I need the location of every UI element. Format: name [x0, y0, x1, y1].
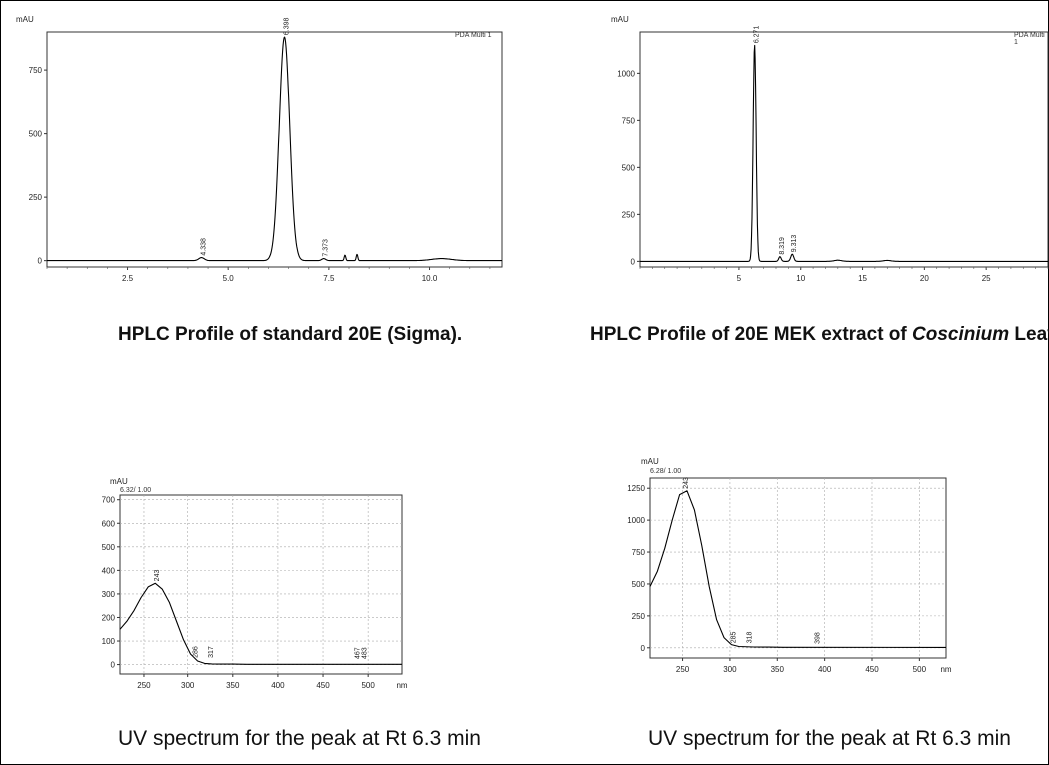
y-tick-label: 0: [641, 644, 646, 653]
hplc-extract-plot: 0 250 500 750 1000 5 10 15 20 25 6.271 8.319 9.313: [617, 26, 1049, 283]
series-line: [649, 490, 947, 648]
x-tick-label: 350: [771, 665, 785, 674]
peak-label: 4.338: [201, 238, 208, 256]
y-tick-label: 400: [102, 566, 116, 575]
x-tick-label: 350: [226, 681, 240, 690]
x-tick-label: 15: [858, 274, 867, 283]
peak-label: 6.398: [283, 17, 290, 35]
uv-extract-plot: 0 250 500 750 1000 1250 250 300 350 400 450 500 nm 24…: [627, 477, 952, 674]
series-line: [119, 582, 402, 665]
y-tick-label: 1250: [627, 484, 645, 493]
peak-label: 483: [362, 647, 369, 659]
x-tick-label: 10: [796, 274, 805, 283]
peak-label: 6.271: [754, 26, 761, 44]
y-tick-label: 500: [102, 543, 116, 552]
peak-label: 243: [154, 570, 161, 582]
peak-label: 285: [730, 631, 737, 643]
x-tick-label: 400: [818, 665, 832, 674]
y-axis-label: mAU: [641, 457, 659, 466]
x-tick-label: 300: [181, 681, 195, 690]
series-line: [639, 44, 1049, 262]
caption-species: Coscinium: [912, 324, 1010, 345]
peak-label: 467: [354, 647, 361, 659]
y-tick-label: 0: [631, 257, 636, 266]
y-tick-label: 0: [38, 257, 43, 266]
y-tick-label: 500: [29, 130, 43, 139]
hplc-standard-chart: mAU PDA Multi 1 0 250 500 750 2.5 5.0 7.5 10.0 6…: [15, 12, 510, 297]
plot-frame: [639, 31, 1049, 268]
x-tick-label: 450: [316, 681, 330, 690]
x-tick-label: 10.0: [422, 274, 438, 283]
x-tick-label: 500: [361, 681, 375, 690]
caption-text: HPLC Profile of 20E MEK extract of: [590, 324, 913, 345]
x-tick-label: 300: [723, 665, 737, 674]
y-tick-label: 700: [102, 496, 116, 505]
caption-text-end: Leaves.: [1014, 324, 1049, 345]
x-tick-label: 2.5: [122, 274, 134, 283]
y-axis-label: mAU: [611, 15, 629, 24]
x-tick-label: 250: [676, 665, 690, 674]
y-tick-label: 250: [29, 193, 43, 202]
x-tick-label: 450: [865, 665, 879, 674]
series-line: [46, 36, 503, 262]
peak-label: 243: [683, 477, 690, 489]
x-axis-unit: nm: [940, 665, 951, 674]
y-tick-label: 1000: [627, 516, 645, 525]
y-tick-label: 1000: [617, 69, 635, 78]
y-tick-label: 200: [102, 613, 116, 622]
y-tick-label: 500: [632, 580, 646, 589]
x-tick-label: 5.0: [223, 274, 235, 283]
peak-label: 318: [747, 631, 754, 643]
plot-frame: [46, 31, 503, 268]
uv-standard-plot: 0 100 200 300 400 500 600 700 250 300 350 400 450 500…: [102, 494, 408, 690]
x-tick-label: 250: [137, 681, 151, 690]
x-tick-label: 500: [913, 665, 927, 674]
y-tick-label: 0: [111, 661, 116, 670]
hplc-extract-chart: mAU PDA Multi 1 0 250 500 750 1000 5 10 15 20 25 6…: [610, 12, 1049, 297]
hplc-standard-plot: 0 250 500 750 2.5 5.0 7.5 10.0 6.398 4.338 7.373: [29, 17, 503, 283]
y-tick-label: 250: [622, 210, 636, 219]
peak-label: 7.373: [323, 239, 330, 257]
plot-frame: [649, 477, 947, 659]
y-tick-label: 750: [622, 116, 636, 125]
caption-hplc-extract: HPLC Profile of 20E MEK extract of Cosci…: [590, 324, 1049, 346]
plot-frame: [119, 494, 403, 675]
x-tick-label: 5: [737, 274, 742, 283]
peak-label: 317: [208, 646, 215, 658]
y-axis-label: mAU: [110, 477, 128, 486]
uv-extract-chart: mAU 6.28/ 1.00 0 250 500 750 1000 1250 250 300 3…: [627, 457, 954, 686]
x-tick-label: 25: [982, 274, 991, 283]
y-tick-label: 750: [632, 548, 646, 557]
corner-label: 6.28/ 1.00: [650, 468, 682, 475]
corner-label: PDA Multi 1: [455, 32, 492, 39]
y-tick-label: 100: [102, 637, 116, 646]
y-tick-label: 300: [102, 590, 116, 599]
caption-hplc-standard: HPLC Profile of standard 20E (Sigma).: [118, 324, 463, 345]
corner-label: 6.32/ 1.00: [120, 487, 152, 494]
x-tick-label: 7.5: [323, 274, 335, 283]
y-tick-label: 600: [102, 519, 116, 528]
y-tick-label: 750: [29, 66, 43, 75]
corner-label: PDA Multi 1: [1014, 32, 1045, 46]
peak-label: 9.313: [791, 235, 798, 253]
peak-label: 398: [815, 632, 822, 644]
caption-uv-extract: UV spectrum for the peak at Rt 6.3 min: [648, 727, 1011, 750]
peak-label: 286: [192, 646, 199, 658]
x-tick-label: 20: [920, 274, 929, 283]
peak-label: 8.319: [779, 237, 786, 255]
uv-standard-chart: mAU 6.32/ 1.00 0 100 200 300 400 500 600 700 250…: [102, 477, 408, 700]
y-axis-label: mAU: [16, 15, 34, 24]
x-tick-label: 400: [271, 681, 285, 690]
caption-uv-standard: UV spectrum for the peak at Rt 6.3 min: [118, 727, 481, 750]
x-axis-unit: nm: [396, 681, 407, 690]
y-tick-label: 250: [632, 612, 646, 621]
y-tick-label: 500: [622, 163, 636, 172]
